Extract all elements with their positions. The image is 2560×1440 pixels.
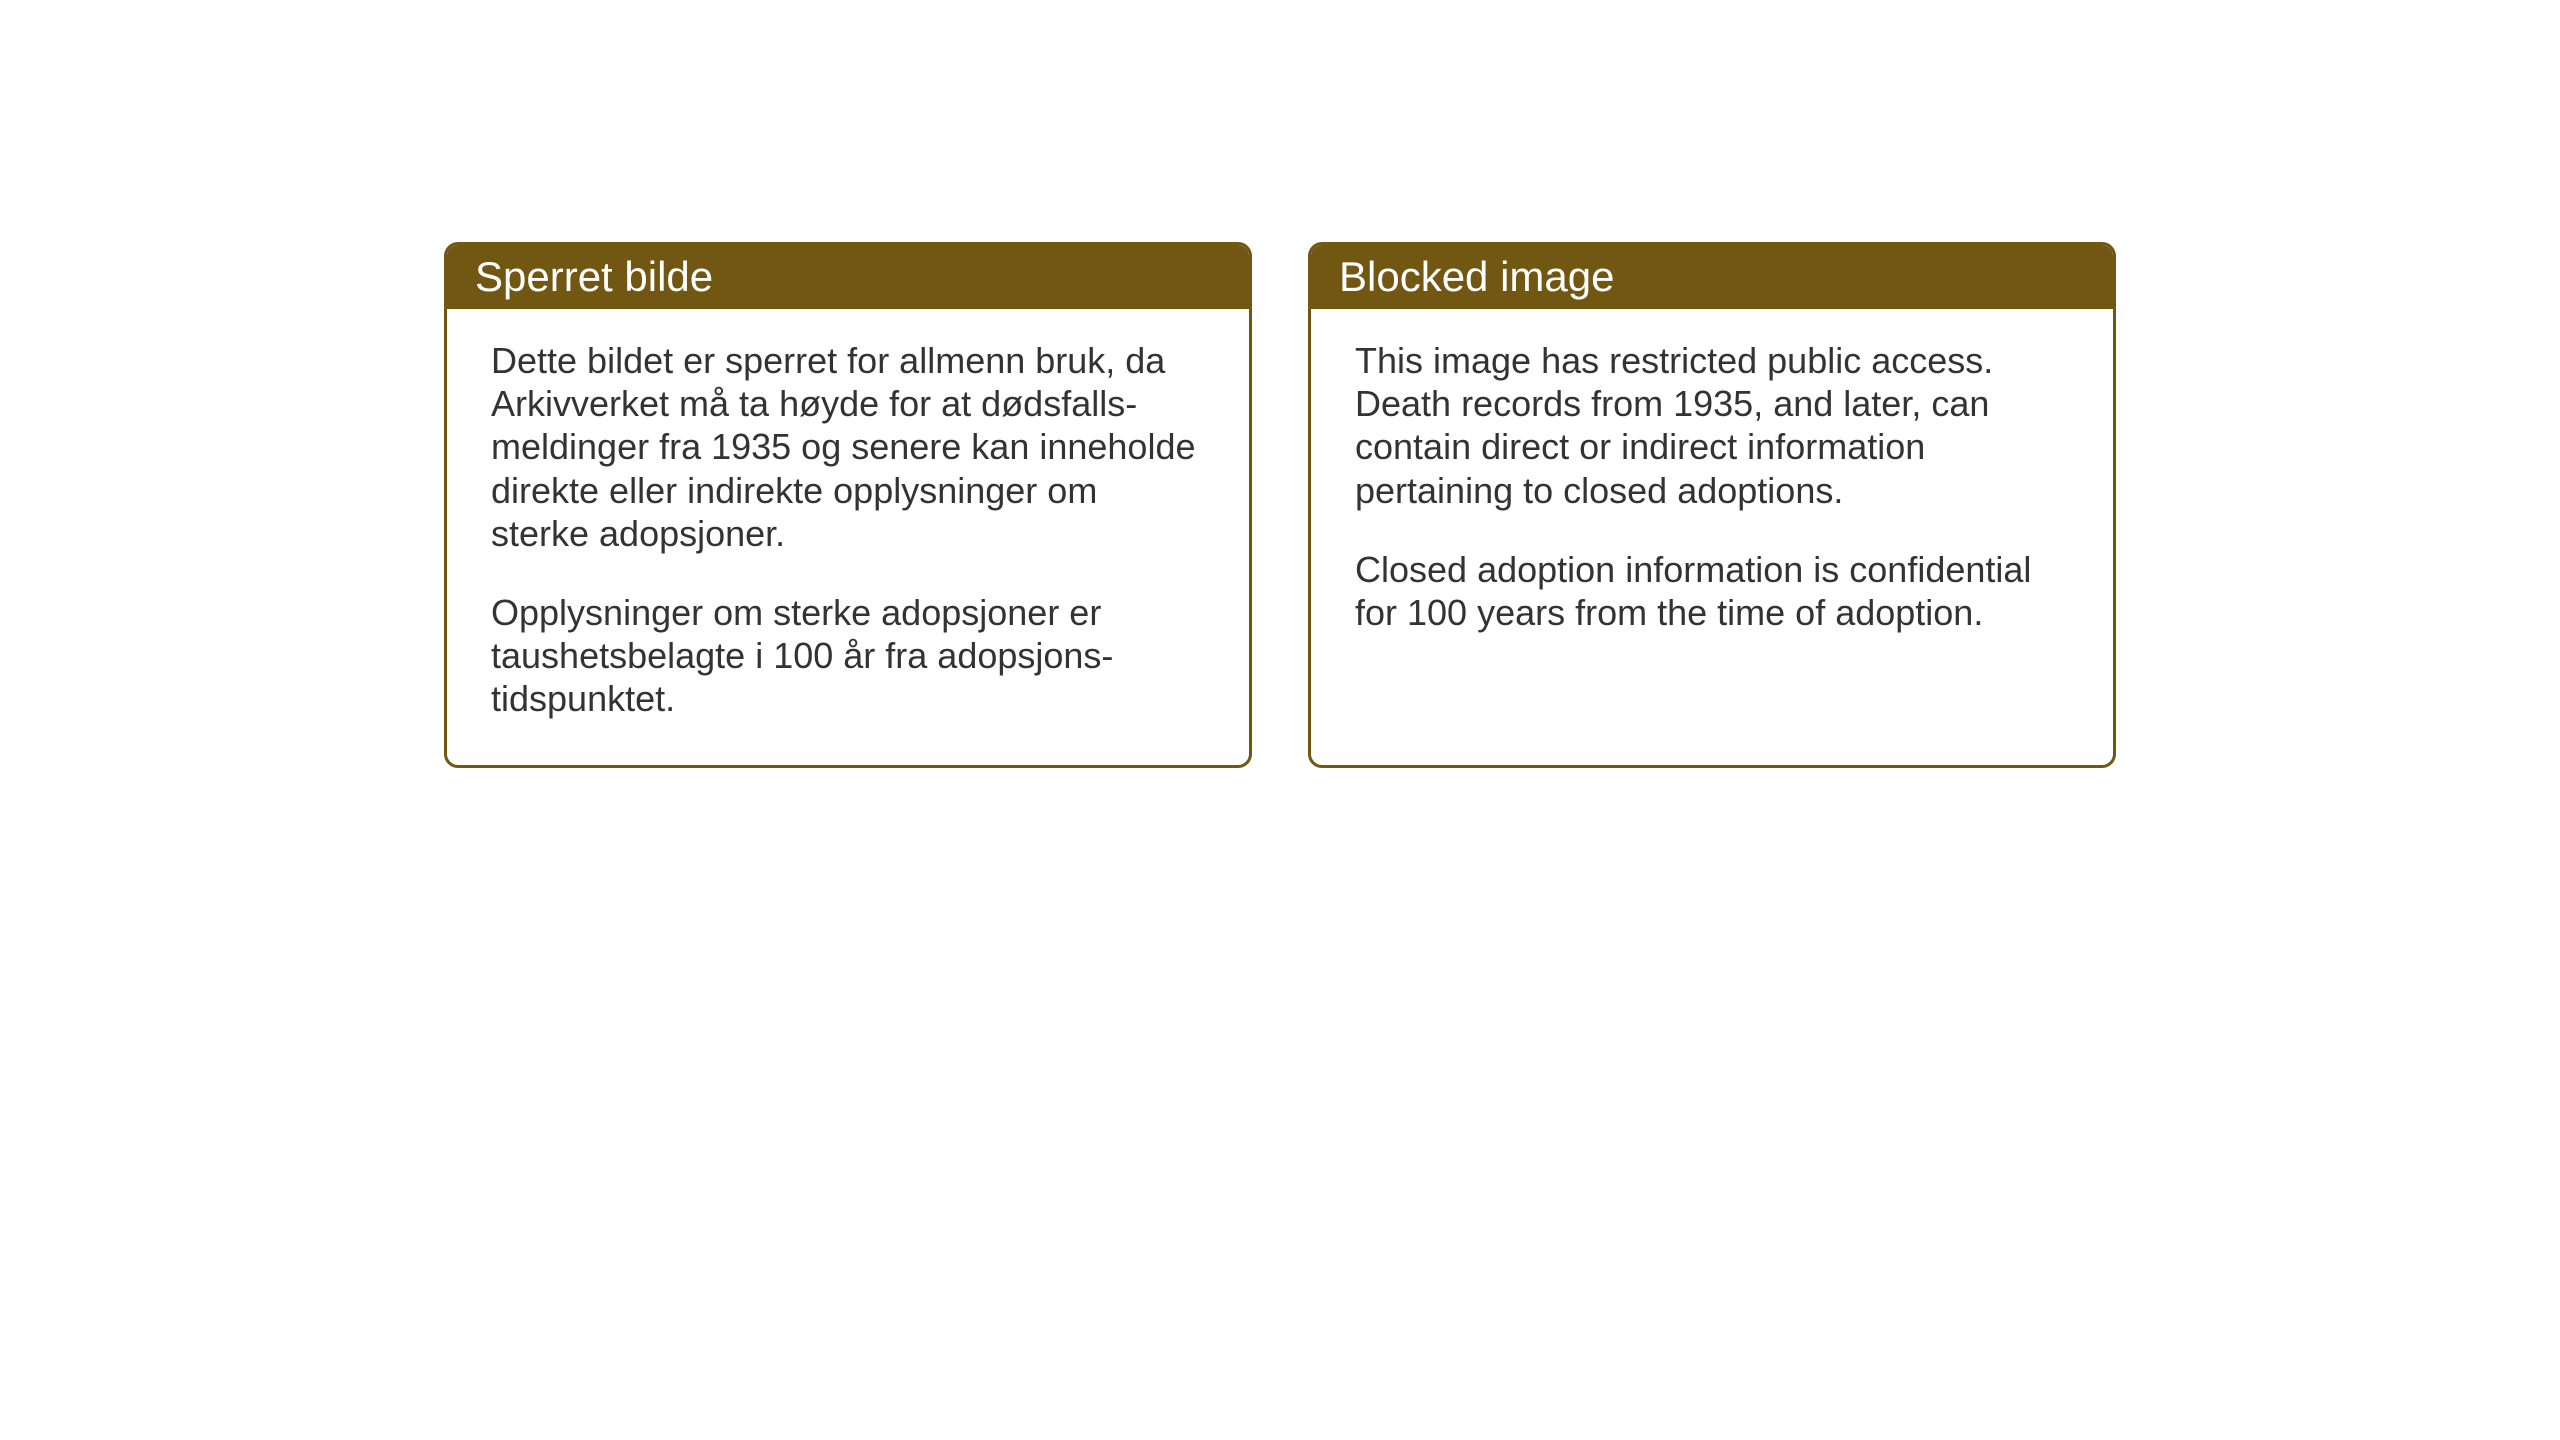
notice-paragraph-2-norwegian: Opplysninger om sterke adopsjoner er tau… (491, 591, 1205, 721)
notice-card-english: Blocked image This image has restricted … (1308, 242, 2116, 768)
notice-cards-container: Sperret bilde Dette bildet er sperret fo… (444, 242, 2116, 768)
notice-card-norwegian: Sperret bilde Dette bildet er sperret fo… (444, 242, 1252, 768)
notice-header-norwegian: Sperret bilde (447, 245, 1249, 309)
notice-header-english: Blocked image (1311, 245, 2113, 309)
notice-title-norwegian: Sperret bilde (475, 253, 713, 300)
notice-title-english: Blocked image (1339, 253, 1614, 300)
notice-paragraph-1-norwegian: Dette bildet er sperret for allmenn bruk… (491, 339, 1205, 555)
notice-body-norwegian: Dette bildet er sperret for allmenn bruk… (447, 309, 1249, 765)
notice-body-english: This image has restricted public access.… (1311, 309, 2113, 752)
notice-paragraph-1-english: This image has restricted public access.… (1355, 339, 2069, 512)
notice-paragraph-2-english: Closed adoption information is confident… (1355, 548, 2069, 634)
